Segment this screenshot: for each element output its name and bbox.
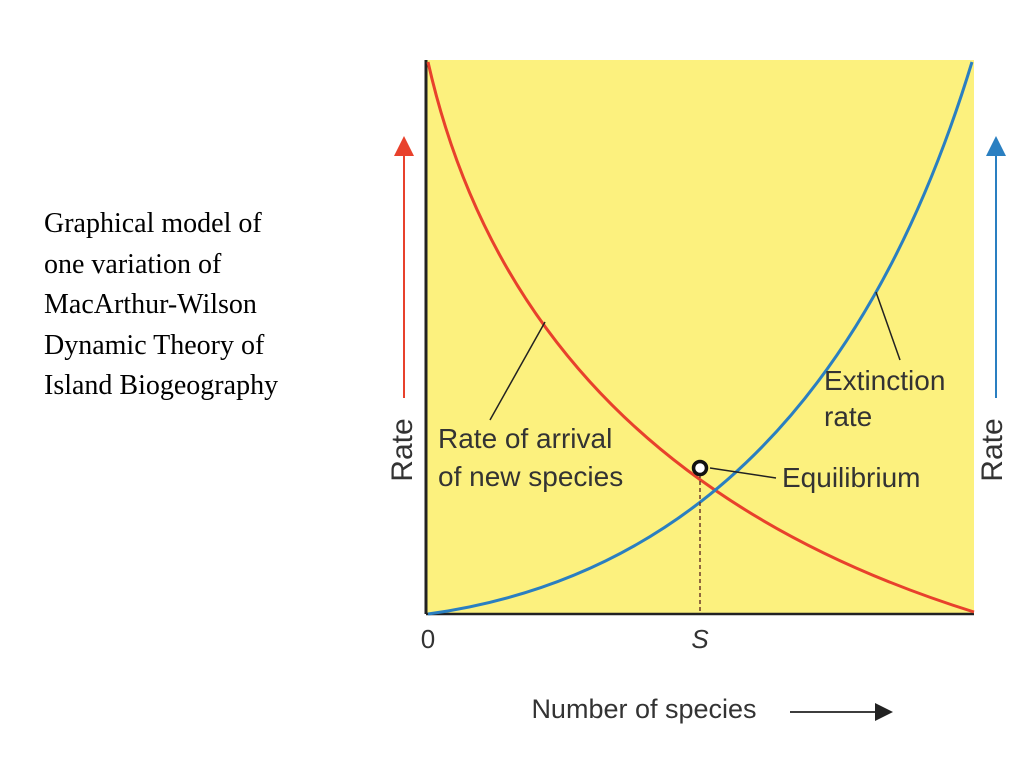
- extinction-label-line-2: rate: [824, 401, 872, 432]
- plot-area: [426, 60, 974, 614]
- origin-label: 0: [421, 624, 435, 654]
- extinction-label-leader: [875, 291, 901, 361]
- extinction-label-line-1: Extinction: [824, 365, 945, 396]
- x-axis-label: Number of species: [531, 694, 756, 724]
- extinction-rate-curve: [427, 61, 974, 616]
- caption-line-4: Dynamic Theory of: [44, 329, 265, 361]
- arrival-label-line-2: of new species: [438, 461, 623, 492]
- caption-line-3: MacArthur-Wilson: [44, 289, 257, 321]
- equilibrium-label: Equilibrium: [782, 462, 921, 493]
- equilibrium-point: [691, 459, 709, 477]
- caption-line-5: Island Biogeography: [44, 370, 279, 402]
- arrival-rate-curve: [426, 61, 975, 614]
- caption-line-1: Graphical model of: [44, 208, 262, 239]
- y-axis-right-label: Rate: [976, 418, 1009, 481]
- equilibrium-label-leader: [709, 467, 777, 479]
- arrival-label-leader: [489, 321, 546, 421]
- figure-caption: Graphical model of one variation of MacA…: [44, 204, 364, 407]
- y-axis-left-label: Rate: [386, 418, 419, 481]
- equilibrium-tick-label: S: [691, 624, 709, 654]
- caption-line-2: one variation of: [44, 248, 222, 280]
- arrival-label-line-1: Rate of arrival: [438, 423, 612, 454]
